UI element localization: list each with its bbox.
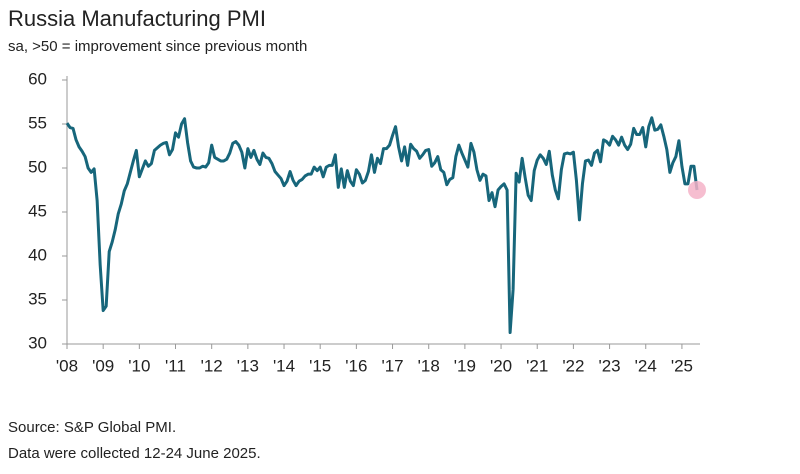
x-tick-label: '23 xyxy=(598,356,620,375)
x-tick-label: '24 xyxy=(635,356,657,375)
x-tick-label: '15 xyxy=(309,356,331,375)
x-tick-label: '21 xyxy=(526,356,548,375)
collection-note: Data were collected 12-24 June 2025. xyxy=(8,445,261,462)
y-tick-label: 45 xyxy=(28,201,47,220)
series-line xyxy=(65,116,699,335)
y-tick-label: 50 xyxy=(28,157,47,176)
source-note: Source: S&P Global PMI. xyxy=(8,419,176,436)
y-tick-label: 30 xyxy=(28,333,47,352)
x-tick-label: '16 xyxy=(345,356,367,375)
x-tick-label: '13 xyxy=(237,356,259,375)
x-tick-label: '12 xyxy=(201,356,223,375)
x-tick-label: '09 xyxy=(92,356,114,375)
x-tick-label: '25 xyxy=(671,356,693,375)
chart-subtitle: sa, >50 = improvement since previous mon… xyxy=(8,38,307,55)
x-tick-label: '17 xyxy=(381,356,403,375)
x-tick-label: '18 xyxy=(418,356,440,375)
x-tick-label: '10 xyxy=(128,356,150,375)
y-tick-label: 60 xyxy=(28,69,47,88)
y-tick-label: 55 xyxy=(28,113,47,132)
y-tick-label: 40 xyxy=(28,245,47,264)
x-tick-label: '22 xyxy=(562,356,584,375)
chart-title: Russia Manufacturing PMI xyxy=(8,6,266,31)
x-tick-label: '08 xyxy=(56,356,78,375)
x-tick-label: '20 xyxy=(490,356,512,375)
x-tick-label: '11 xyxy=(165,356,186,375)
x-tick-label: '14 xyxy=(273,356,295,375)
x-tick-label: '19 xyxy=(454,356,476,375)
latest-point xyxy=(687,181,706,199)
y-tick-label: 35 xyxy=(28,289,47,308)
